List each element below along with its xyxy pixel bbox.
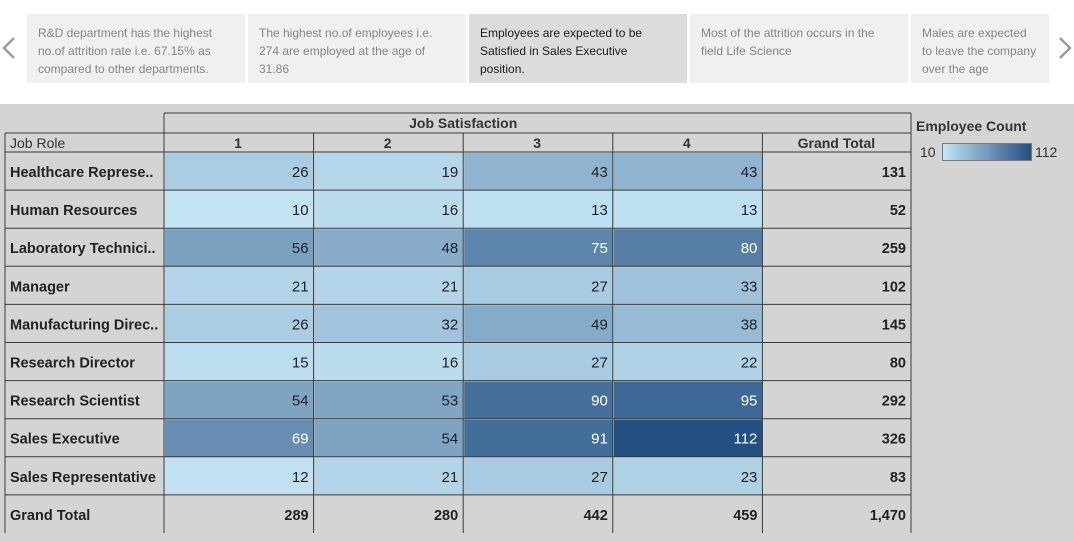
column-header-3: 3	[533, 135, 541, 151]
cell-value: 53	[442, 393, 459, 410]
cell-value: 38	[741, 316, 758, 333]
cell-value: 27	[591, 469, 608, 486]
row-grand-total: 131	[882, 165, 906, 181]
row-grand-total: 102	[882, 279, 906, 295]
row-label: Human Resources	[10, 203, 137, 219]
column-header-4: 4	[683, 135, 691, 151]
cell-value: 21	[442, 278, 459, 295]
cell-value: 16	[442, 202, 459, 219]
column-group-title: Job Satisfaction	[409, 115, 517, 131]
color-legend-gradient[interactable]	[942, 143, 1032, 161]
row-label: Research Scientist	[10, 394, 140, 410]
cell-value: 22	[741, 355, 758, 372]
row-grand-total: 83	[890, 470, 906, 486]
row-grand-total: 52	[890, 203, 906, 219]
cell-value: 26	[292, 164, 309, 181]
row-grand-total: 259	[882, 241, 906, 257]
row-grand-total: 145	[882, 317, 906, 333]
cell-value: 10	[292, 202, 309, 219]
cell-value: 80	[741, 240, 758, 257]
cell-value: 54	[442, 431, 459, 448]
cell-value: 95	[741, 393, 758, 410]
row-label: Healthcare Represe..	[10, 165, 153, 181]
cell-value: 90	[591, 393, 608, 410]
row-label: Manufacturing Direc..	[10, 317, 158, 333]
cell-value: 13	[591, 202, 608, 219]
cell-value: 54	[292, 393, 309, 410]
cell-value: 27	[591, 355, 608, 372]
cell-value: 49	[591, 316, 608, 333]
legend-max-label: 112	[1035, 144, 1057, 160]
column-grand-total: 289	[284, 508, 308, 524]
row-label: Laboratory Technici..	[10, 241, 156, 257]
cell-value: 27	[591, 278, 608, 295]
cell-value: 21	[442, 469, 459, 486]
legend-min-label: 10	[920, 144, 936, 160]
cell-value: 23	[741, 469, 758, 486]
cell-value: 21	[292, 278, 309, 295]
legend-title: Employee Count	[916, 118, 1026, 134]
cell-value: 69	[292, 431, 309, 448]
cell-value: 75	[591, 240, 608, 257]
column-header-grand-total: Grand Total	[798, 135, 876, 151]
cell-value: 13	[741, 202, 758, 219]
cell-value: 43	[741, 164, 758, 181]
overall-grand-total: 1,470	[870, 508, 906, 524]
cell-value: 32	[442, 316, 459, 333]
cell-value: 33	[741, 278, 758, 295]
cell-value: 15	[292, 355, 309, 372]
cell-value: 26	[292, 316, 309, 333]
column-grand-total: 442	[584, 508, 608, 524]
cell-value: 16	[442, 355, 459, 372]
grand-total-row-label: Grand Total	[10, 508, 90, 524]
cell-value: 56	[292, 240, 309, 257]
cell-value: 112	[733, 431, 757, 448]
row-label: Manager	[10, 279, 70, 295]
row-grand-total: 80	[890, 356, 906, 372]
row-label: Research Director	[10, 356, 135, 372]
row-grand-total: 326	[882, 432, 906, 448]
row-grand-total: 292	[882, 394, 906, 410]
cell-value: 48	[442, 240, 459, 257]
row-label: Sales Executive	[10, 432, 120, 448]
column-header-2: 2	[384, 135, 392, 151]
column-grand-total: 280	[434, 508, 458, 524]
column-header-1: 1	[234, 135, 242, 151]
row-label: Sales Representative	[10, 470, 156, 486]
cell-value: 12	[292, 469, 309, 486]
cell-value: 19	[442, 164, 459, 181]
column-grand-total: 459	[733, 508, 757, 524]
row-header-label: Job Role	[10, 135, 65, 151]
cell-value: 43	[591, 164, 608, 181]
cell-value: 91	[591, 431, 608, 448]
